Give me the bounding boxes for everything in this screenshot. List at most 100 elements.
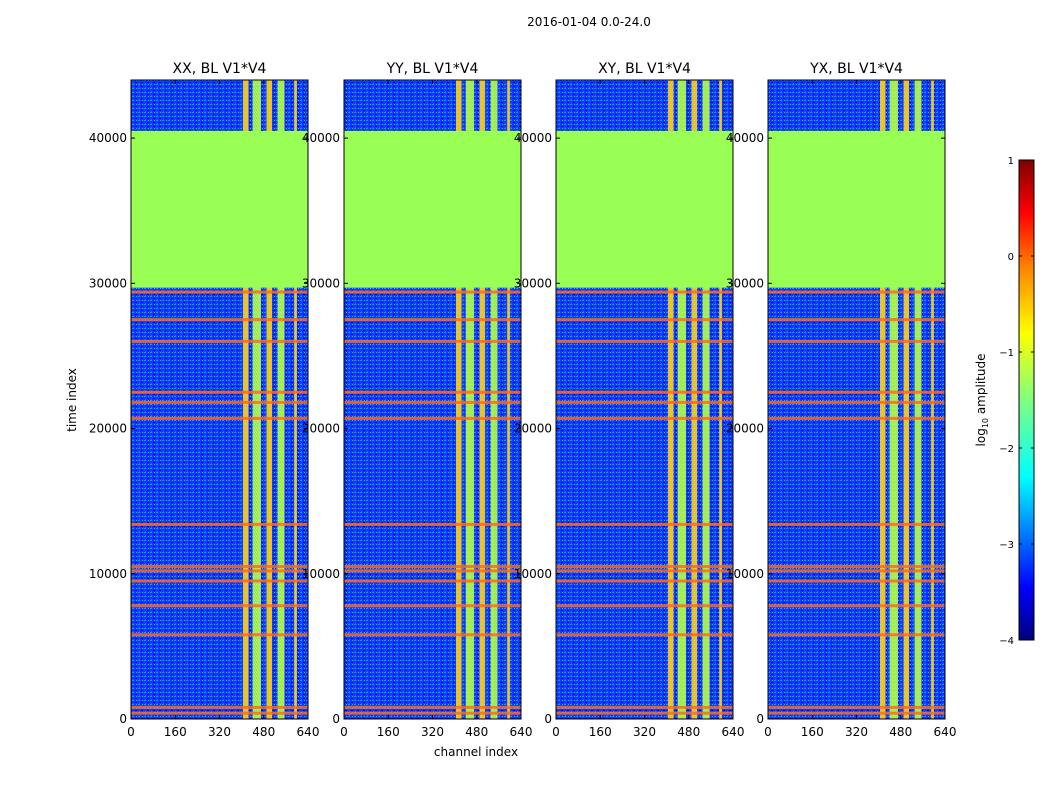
rfi-time-row: [131, 522, 308, 526]
x-tick-label: 320: [633, 725, 656, 739]
y-tick-label: 30000: [302, 276, 340, 290]
rfi-time-row: [556, 290, 733, 294]
panel-title: XY, BL V1*V4: [598, 61, 691, 77]
y-tick-label: 30000: [89, 276, 127, 290]
rfi-channel-band: [914, 80, 922, 719]
colorbar-label-prefix: log: [974, 428, 988, 446]
rfi-time-row: [556, 565, 733, 569]
rfi-time-row: [131, 318, 308, 322]
rfi-time-row: [344, 604, 521, 608]
rfi-time-row: [131, 290, 308, 294]
rfi-time-row: [768, 569, 945, 573]
rfi-time-row: [768, 565, 945, 569]
colorbar-gradient: [1018, 159, 1035, 641]
panel-title: YY, BL V1*V4: [386, 61, 479, 77]
rfi-time-row: [556, 711, 733, 715]
rfi-time-row: [131, 705, 308, 709]
colorbar-label-suffix: amplitude: [974, 354, 988, 418]
rfi-time-row: [768, 705, 945, 709]
rfi-channel-band: [456, 80, 462, 719]
panel-title: XX, BL V1*V4: [173, 61, 267, 77]
colorbar-tick-label: 1: [1008, 156, 1014, 167]
rfi-time-row: [344, 339, 521, 343]
x-tick-label: 160: [377, 725, 400, 739]
panel-title: YX, BL V1*V4: [809, 61, 903, 77]
rfi-time-row: [344, 390, 521, 394]
x-axis-label: channel index: [434, 745, 518, 759]
rfi-channel-band: [903, 80, 910, 719]
rfi-channel-band: [465, 80, 474, 719]
rfi-time-row: [344, 290, 521, 294]
rfi-time-row: [768, 522, 945, 526]
x-tick-label: 640: [297, 725, 320, 739]
flagged-block: [556, 130, 733, 288]
rfi-time-row: [556, 569, 733, 573]
rfi-time-row: [344, 565, 521, 569]
rfi-channel-band: [277, 80, 285, 719]
panel-xy: XY, BL V1*V4 0 160 320 480 640 0 10000 20000 3000…: [514, 61, 745, 739]
rfi-time-row: [768, 339, 945, 343]
panel-yx: YX, BL V1*V4 0 160 320 480 640 0 10000 20000 3000…: [726, 61, 957, 739]
rfi-time-row: [556, 390, 733, 394]
colorbar-tick-label: −4: [999, 636, 1014, 647]
rfi-time-row: [768, 633, 945, 637]
rfi-channel-band: [294, 80, 297, 719]
x-tick-label: 480: [677, 725, 700, 739]
y-tick-label: 20000: [514, 422, 552, 436]
colorbar-tick-label: −1: [999, 348, 1014, 359]
x-tick-label: 480: [465, 725, 488, 739]
rfi-time-row: [556, 579, 733, 583]
rfi-time-row: [131, 339, 308, 343]
y-tick-label: 0: [332, 712, 340, 726]
y-tick-label: 40000: [514, 131, 552, 145]
flagged-block: [768, 130, 945, 288]
y-tick-label: 0: [756, 712, 764, 726]
x-tick-label: 320: [208, 725, 231, 739]
y-tick-label: 20000: [89, 422, 127, 436]
y-tick-label: 30000: [514, 276, 552, 290]
colorbar-ticks: 1 0 −1 −2 −3 −4: [999, 156, 1034, 647]
rfi-time-row: [556, 633, 733, 637]
rfi-time-row: [131, 565, 308, 569]
rfi-time-row: [131, 416, 308, 420]
x-tick-label: 0: [764, 725, 772, 739]
rfi-channel-band: [880, 80, 886, 719]
rfi-time-row: [556, 318, 733, 322]
x-tick-label: 320: [845, 725, 868, 739]
rfi-time-row: [768, 604, 945, 608]
rfi-time-row: [556, 400, 733, 404]
rfi-time-row: [344, 318, 521, 322]
y-tick-label: 30000: [726, 276, 764, 290]
x-tick-label: 0: [127, 725, 135, 739]
y-tick-label: 20000: [726, 422, 764, 436]
rfi-time-row: [556, 604, 733, 608]
x-tick-label: 640: [934, 725, 957, 739]
rfi-time-row: [131, 390, 308, 394]
rfi-time-row: [556, 705, 733, 709]
y-tick-label: 0: [544, 712, 552, 726]
x-tick-label: 160: [589, 725, 612, 739]
y-tick-label: 20000: [302, 422, 340, 436]
rfi-time-row: [131, 400, 308, 404]
rfi-time-row: [768, 290, 945, 294]
rfi-time-row: [131, 711, 308, 715]
rfi-time-row: [768, 390, 945, 394]
y-tick-label: 10000: [89, 567, 127, 581]
rfi-time-row: [344, 416, 521, 420]
x-tick-label: 0: [552, 725, 560, 739]
x-tick-label: 640: [722, 725, 745, 739]
y-tick-label: 40000: [726, 131, 764, 145]
rfi-time-row: [344, 400, 521, 404]
rfi-time-row: [556, 522, 733, 526]
rfi-channel-band: [931, 80, 934, 719]
x-tick-label: 160: [164, 725, 187, 739]
rfi-channel-band: [490, 80, 498, 719]
panel-yy: YY, BL V1*V4 0 160 320 480 640 0 10000 20000 3000…: [302, 61, 533, 739]
colorbar-tick-label: −2: [999, 444, 1014, 455]
rfi-channel-band: [507, 80, 510, 719]
rfi-time-row: [131, 633, 308, 637]
rfi-channel-band: [479, 80, 486, 719]
y-tick-label: 10000: [726, 567, 764, 581]
rfi-time-row: [344, 569, 521, 573]
flagged-block: [344, 130, 521, 288]
